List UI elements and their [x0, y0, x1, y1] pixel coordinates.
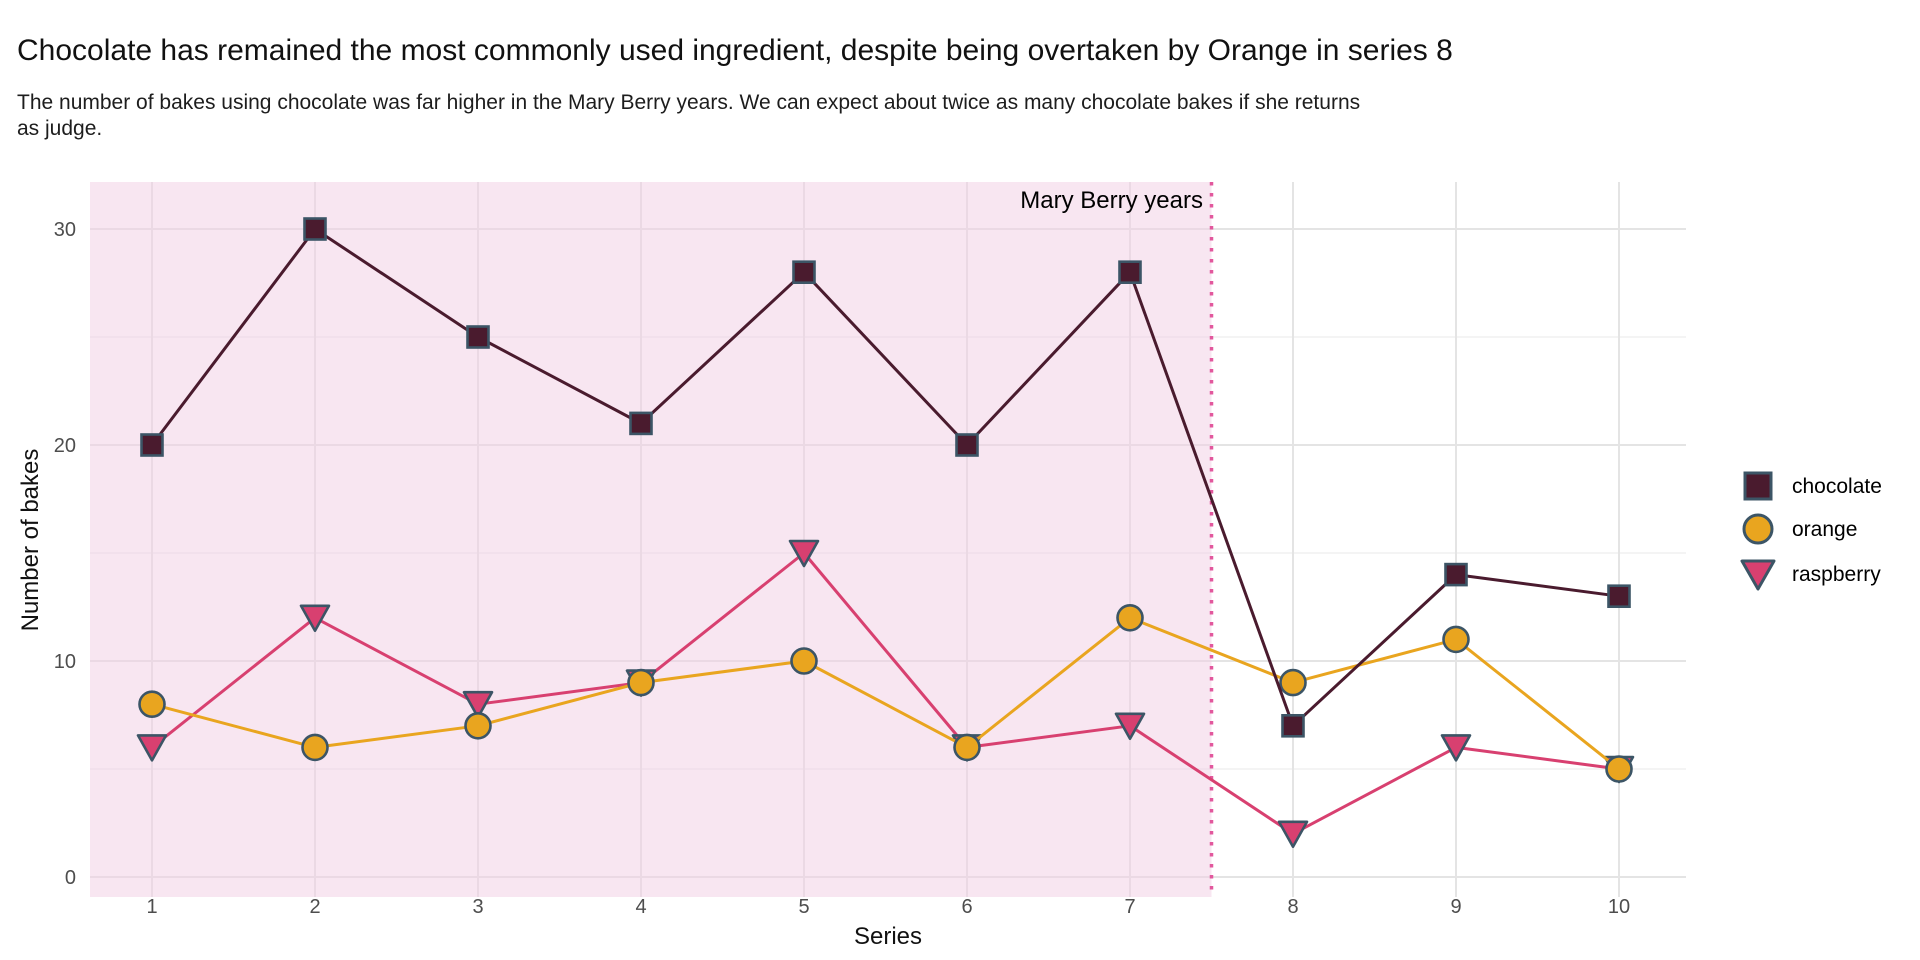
legend-square-icon-chocolate	[1743, 471, 1773, 501]
series-layer	[136, 217, 1635, 849]
y-tick-label-20: 20	[54, 435, 76, 457]
shaded-region-layer	[90, 182, 1214, 897]
legend-label-chocolate: chocolate	[1792, 475, 1882, 498]
marker-chocolate-x3	[466, 325, 490, 349]
marker-raspberry-x3	[462, 690, 494, 719]
chart-title: Chocolate has remained the most commonly…	[17, 34, 1453, 67]
marker-raspberry-x5	[788, 539, 820, 568]
marker-orange-x4	[627, 668, 655, 697]
y-axis-title: Number of bakes	[17, 449, 44, 632]
marker-chocolate-x6	[955, 433, 979, 457]
marker-orange-x1	[138, 690, 166, 719]
marker-chocolate-x4	[629, 411, 653, 436]
marker-raspberry-x8	[1277, 820, 1309, 849]
legend-item-chocolate: chocolate	[1743, 471, 1882, 501]
x-axis-title: Series	[854, 923, 922, 950]
chart-subtitle: The number of bakes using chocolate was …	[17, 90, 1360, 142]
x-tick-label-1: 1	[146, 896, 157, 918]
mary-berry-shaded-region	[90, 182, 1212, 897]
marker-chocolate-x5	[792, 260, 816, 285]
marker-orange-x6	[953, 733, 981, 762]
marker-chocolate-x1	[140, 433, 164, 457]
y-tick-label-30: 30	[54, 219, 76, 241]
legend-item-raspberry: raspberry	[1740, 559, 1881, 591]
x-tick-label-7: 7	[1124, 896, 1135, 918]
x-tick-label-9: 9	[1450, 896, 1461, 918]
legend-label-raspberry: raspberry	[1792, 563, 1881, 586]
y-tick-label-0: 0	[65, 867, 76, 889]
marker-orange-x9	[1442, 625, 1470, 654]
marker-orange-x10	[1605, 755, 1633, 783]
y-tick-label-10: 10	[54, 651, 76, 673]
legend-item-orange: orange	[1742, 513, 1857, 545]
series-line-raspberry	[150, 551, 1621, 836]
x-tick-label-3: 3	[472, 896, 483, 918]
marker-orange-x2	[301, 733, 329, 762]
marker-raspberry-x1	[136, 734, 168, 762]
legend: chocolate orange raspberry	[1740, 471, 1882, 591]
marker-chocolate-x7	[1118, 260, 1142, 285]
marker-orange-x3	[464, 711, 492, 740]
x-tick-label-8: 8	[1287, 896, 1298, 918]
marker-chocolate-x8	[1281, 713, 1305, 738]
marker-orange-x8	[1279, 668, 1307, 697]
mary-berry-years-annotation: Mary Berry years	[1020, 187, 1203, 214]
series-line-orange	[150, 616, 1621, 771]
legend-circle-icon-orange	[1742, 513, 1774, 545]
x-tick-label-4: 4	[635, 896, 646, 918]
marker-chocolate-x2	[303, 217, 327, 241]
x-tick-label-6: 6	[961, 896, 972, 918]
x-tick-label-5: 5	[798, 896, 809, 918]
chart-subtitle-line2: as judge.	[17, 117, 103, 140]
marker-raspberry-x7	[1114, 712, 1146, 741]
series-line-chocolate	[150, 227, 1621, 728]
marker-orange-x7	[1116, 603, 1144, 632]
marker-chocolate-x10	[1607, 584, 1631, 609]
marker-chocolate-x9	[1444, 562, 1468, 587]
marker-raspberry-x2	[299, 604, 331, 633]
x-tick-label-10: 10	[1608, 896, 1630, 918]
chart-subtitle-line1: The number of bakes using chocolate was …	[17, 91, 1361, 114]
legend-label-orange: orange	[1792, 518, 1857, 541]
x-tick-label-2: 2	[309, 896, 320, 918]
legend-triangle-icon-raspberry	[1740, 559, 1776, 591]
marker-orange-x5	[790, 647, 818, 675]
marker-raspberry-x9	[1440, 734, 1472, 762]
axis-layer: Series Number of bakes Mary Berry years …	[17, 187, 1630, 950]
